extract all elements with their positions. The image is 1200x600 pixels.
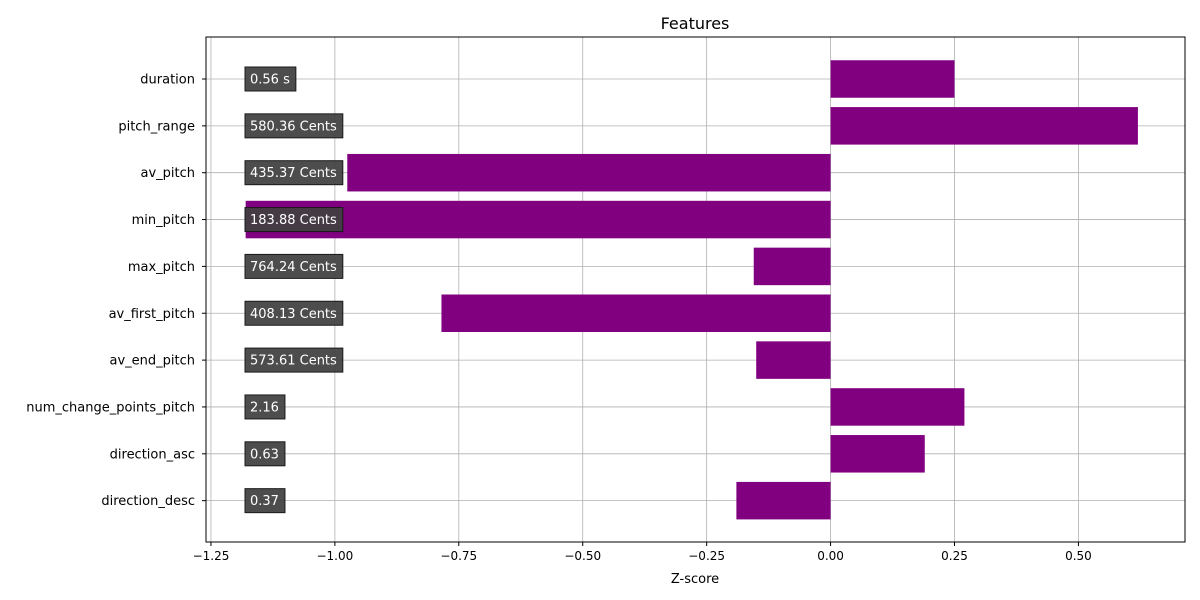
x-tick-label: −1.00 bbox=[316, 549, 353, 563]
value-label-box bbox=[244, 300, 344, 326]
value-label-text: 0.56 s bbox=[250, 73, 290, 88]
bar-direction_desc bbox=[736, 481, 831, 520]
value-label-box bbox=[244, 113, 344, 139]
x-tick-label: 0.25 bbox=[941, 549, 968, 563]
value-label: 764.24 Cents bbox=[244, 253, 344, 279]
y-tick-label: duration bbox=[140, 73, 195, 88]
x-tick-label: 0.50 bbox=[1065, 549, 1092, 563]
value-label-box bbox=[244, 441, 286, 467]
value-label-text: 764.24 Cents bbox=[250, 260, 337, 275]
bar-direction_asc bbox=[830, 435, 925, 473]
value-label: 183.88 Cents bbox=[244, 207, 344, 233]
value-label-text: 435.37 Cents bbox=[250, 166, 337, 181]
y-tick-label: min_pitch bbox=[132, 213, 195, 228]
x-axis-label: Z-score bbox=[671, 572, 719, 587]
y-tick-label: direction_desc bbox=[101, 494, 195, 509]
x-tick-label: 0.00 bbox=[817, 549, 844, 563]
value-label-text: 183.88 Cents bbox=[250, 213, 337, 228]
x-tick-label: −1.25 bbox=[193, 549, 230, 563]
value-label: 573.61 Cents bbox=[244, 347, 344, 373]
bar-max_pitch bbox=[753, 247, 831, 286]
value-label: 408.13 Cents bbox=[244, 300, 344, 326]
value-label: 0.37 bbox=[244, 488, 286, 514]
value-label: 435.37 Cents bbox=[244, 160, 344, 186]
value-label-box bbox=[244, 207, 344, 233]
value-label-box bbox=[244, 253, 344, 279]
bar-num_change_points_pitch bbox=[830, 388, 965, 426]
y-tick-label: num_change_points_pitch bbox=[26, 400, 195, 415]
bar-av_first_pitch bbox=[441, 294, 831, 332]
bars bbox=[245, 60, 1138, 520]
plot-frame bbox=[205, 36, 1186, 543]
chart-title: Features bbox=[661, 14, 730, 33]
value-label: 0.63 bbox=[244, 441, 286, 467]
x-tick-label: −0.25 bbox=[688, 549, 725, 563]
value-label-box bbox=[244, 347, 344, 373]
value-label-text: 2.16 bbox=[250, 400, 279, 415]
value-label-box bbox=[244, 488, 286, 514]
value-label-text: 0.63 bbox=[250, 447, 279, 462]
value-label-box bbox=[244, 160, 344, 186]
x-tick-label: −0.50 bbox=[564, 549, 601, 563]
value-label-text: 0.37 bbox=[250, 494, 279, 509]
value-labels: 0.56 s 580.36 Cents 435.37 Cents 183.88 Cen… bbox=[244, 66, 344, 514]
value-label: 2.16 bbox=[244, 394, 286, 420]
value-label: 580.36 Cents bbox=[244, 113, 344, 139]
y-axis: duration pitch_range av_pitch min_pitch max_… bbox=[26, 73, 206, 509]
y-tick-label: direction_asc bbox=[110, 447, 195, 462]
bar-av_pitch bbox=[347, 153, 831, 192]
x-tick-label: −0.75 bbox=[440, 549, 477, 563]
y-tick-label: av_end_pitch bbox=[110, 354, 196, 369]
bar-pitch_range bbox=[830, 107, 1138, 145]
value-label-text: 580.36 Cents bbox=[250, 119, 337, 134]
bar-duration bbox=[830, 60, 955, 98]
value-label-text: 408.13 Cents bbox=[250, 307, 337, 322]
y-tick-label: av_pitch bbox=[140, 166, 195, 181]
bar-av_end_pitch bbox=[756, 341, 831, 379]
y-tick-label: max_pitch bbox=[128, 260, 195, 275]
value-label-box bbox=[244, 394, 286, 420]
x-axis: −1.25 −1.00 −0.75 −0.50 −0.25 0.00 0.25 0.50 bbox=[193, 542, 1092, 563]
value-label-text: 573.61 Cents bbox=[250, 354, 337, 369]
value-label: 0.56 s bbox=[244, 66, 297, 92]
y-tick-label: av_first_pitch bbox=[109, 307, 195, 322]
y-tick-label: pitch_range bbox=[118, 119, 195, 134]
value-label-box bbox=[244, 66, 297, 92]
